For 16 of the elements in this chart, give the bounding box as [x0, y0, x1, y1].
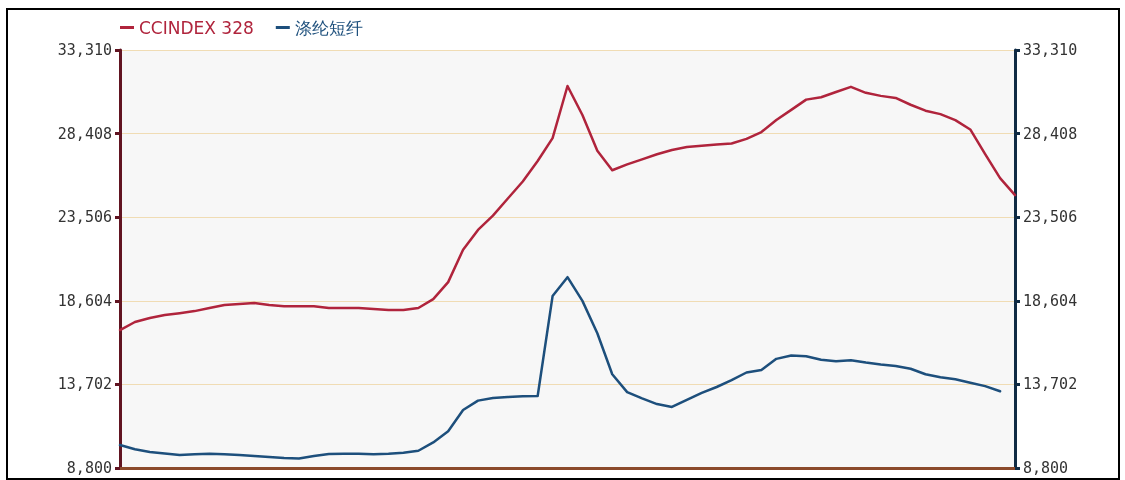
- y-tick-label: 18,604: [57, 291, 112, 310]
- y2-tick-label: 8,800: [1023, 459, 1069, 477]
- legend-label: CCINDEX 328: [139, 17, 254, 38]
- legend-label: 涤纶短纤: [294, 17, 363, 38]
- y-tick-label: 23,506: [57, 208, 112, 227]
- line-series: [118, 84, 1017, 332]
- y-tick-label: 8,800: [66, 459, 112, 477]
- y-tick-label: 33,310: [57, 41, 112, 59]
- y-tick-label: 28,408: [57, 124, 112, 143]
- line-series: [118, 275, 1002, 460]
- y2-tick-label: 13,702: [1023, 375, 1078, 394]
- y-tick-label: 13,702: [57, 375, 112, 394]
- y2-tick-label: 33,310: [1023, 41, 1078, 59]
- y2-tick-label: 28,408: [1023, 124, 1078, 143]
- y2-tick-label: 18,604: [1023, 291, 1078, 310]
- y2-tick-label: 23,506: [1023, 208, 1078, 227]
